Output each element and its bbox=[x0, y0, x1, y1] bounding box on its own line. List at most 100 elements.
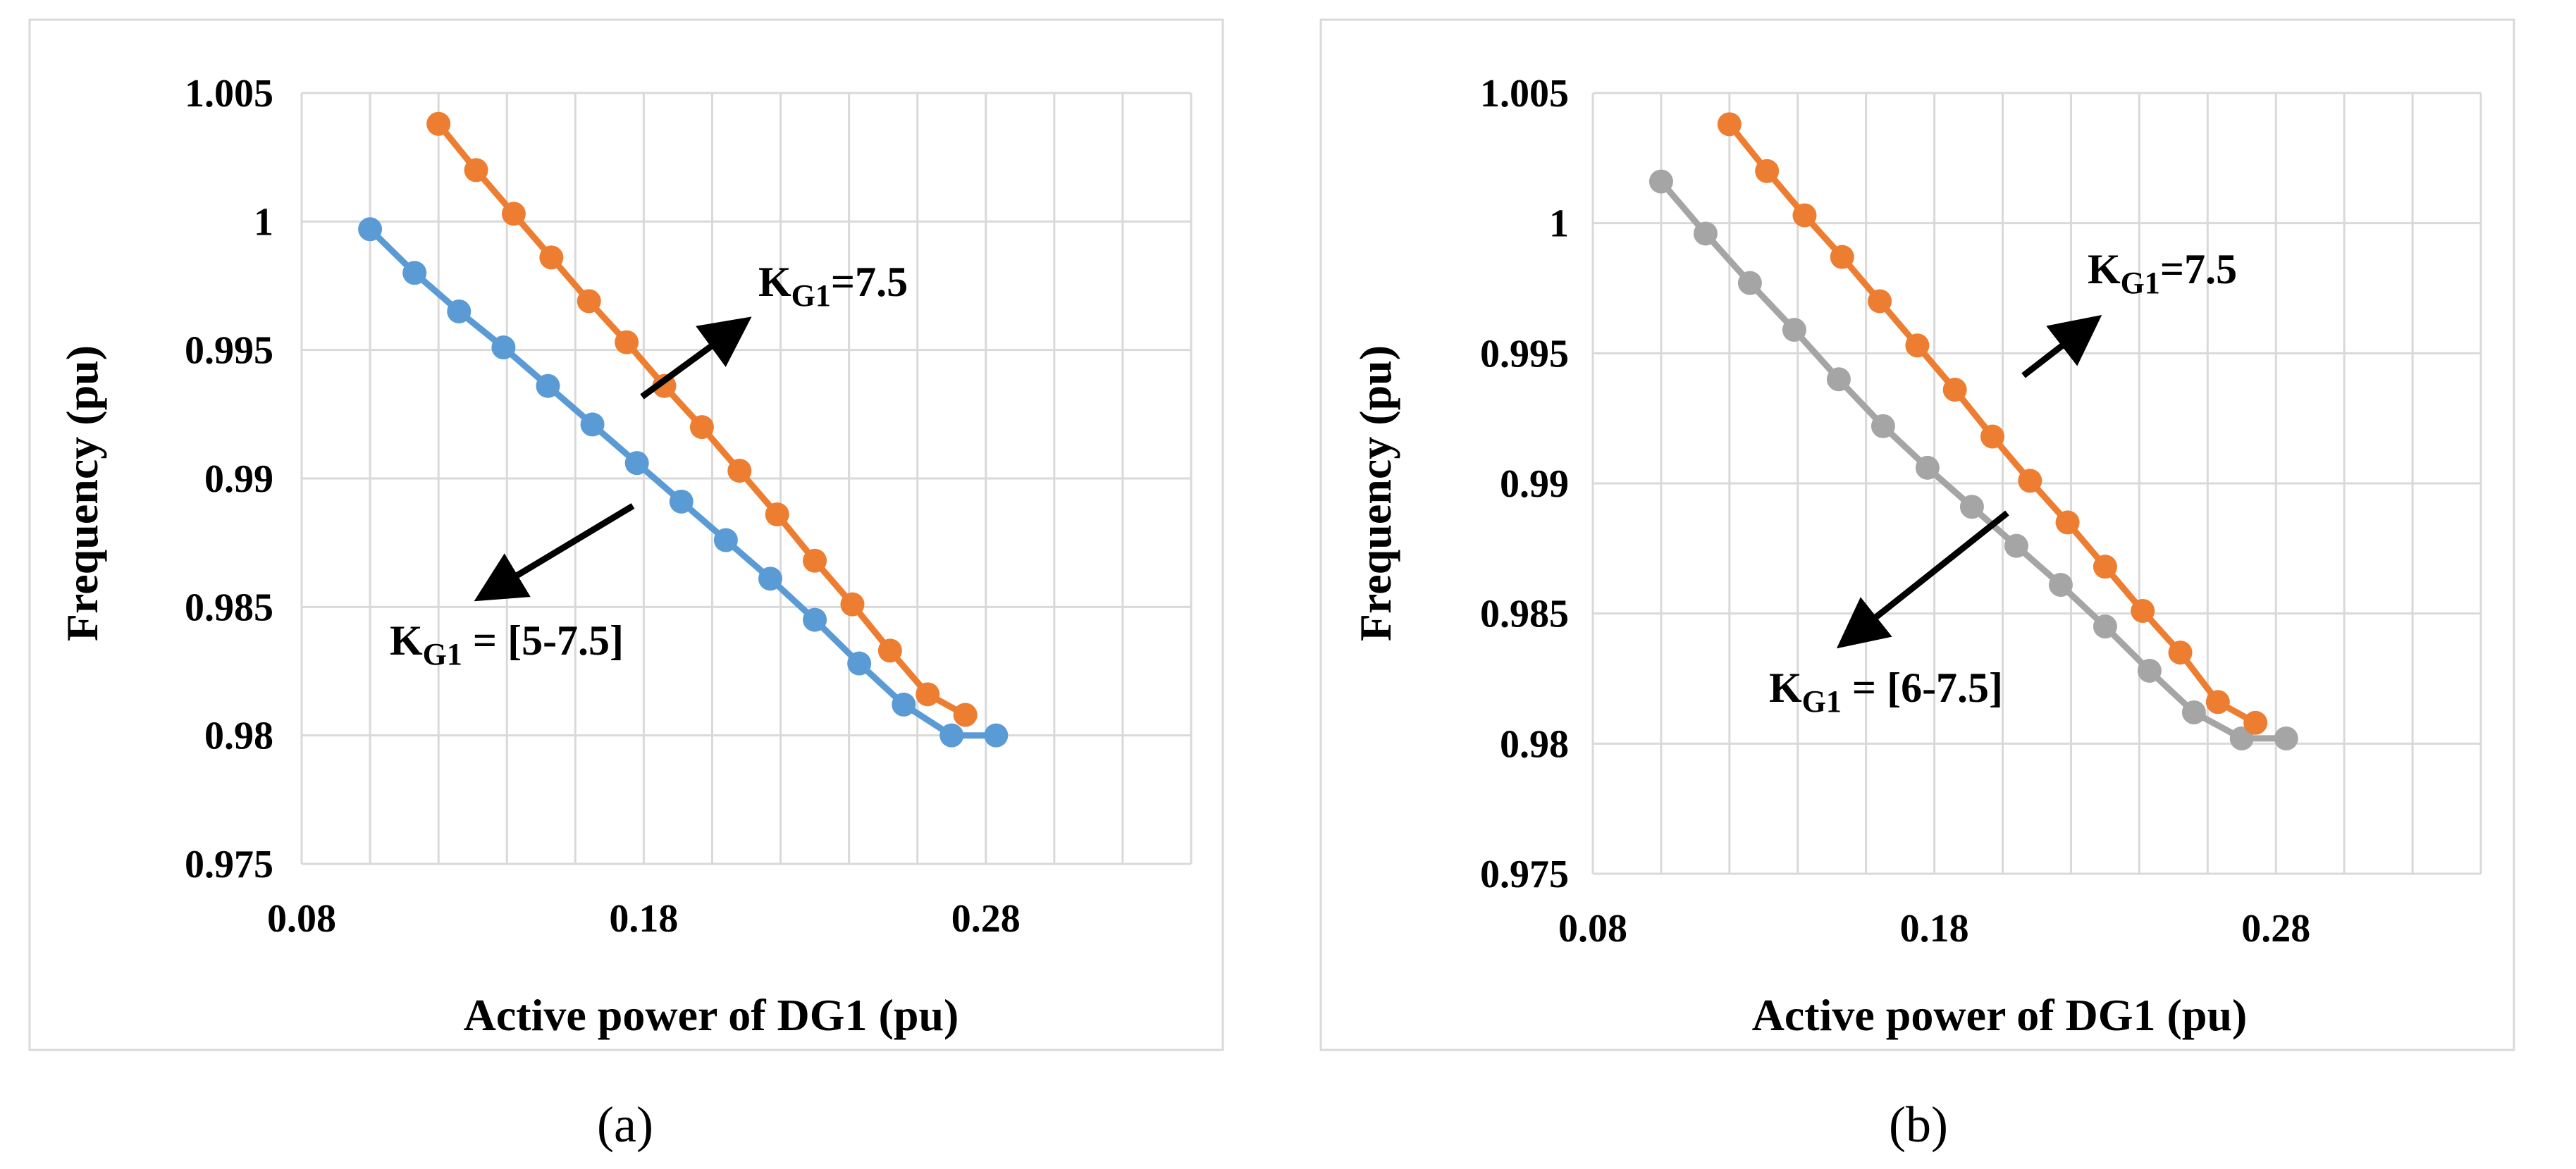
y-tick-label: 0.98 bbox=[204, 715, 273, 758]
series-2-point bbox=[2243, 710, 2268, 735]
series-2-point bbox=[1755, 159, 1780, 183]
y-tick-label: 1.005 bbox=[185, 72, 273, 116]
annotation-arrow-a-lower bbox=[474, 503, 635, 602]
series-1-point bbox=[758, 567, 782, 591]
series-2-point bbox=[689, 415, 714, 440]
series-2-point bbox=[1792, 203, 1817, 228]
y-tick-label: 1 bbox=[1549, 202, 1569, 246]
x-tick-label: 0.18 bbox=[1900, 907, 1969, 951]
x-tick-label: 0.28 bbox=[951, 897, 1021, 941]
series-2-point bbox=[916, 682, 940, 707]
series-1-point bbox=[1782, 318, 1806, 342]
series-1-point bbox=[2137, 658, 2162, 683]
series-2-point bbox=[840, 592, 865, 617]
series-1-point bbox=[984, 723, 1009, 748]
chart-frame-a bbox=[28, 18, 1224, 1051]
y-tick-label: 0.995 bbox=[1480, 332, 1569, 376]
series-1-point bbox=[580, 412, 605, 437]
x-tick-label: 0.08 bbox=[267, 897, 336, 941]
series-2-point bbox=[615, 330, 639, 354]
y-tick-label: 0.985 bbox=[1480, 593, 1569, 636]
series-1-point bbox=[491, 335, 516, 360]
annotation-arrow-b-lower bbox=[1836, 510, 2009, 649]
y-tick-label: 1 bbox=[254, 200, 273, 244]
y-ticks-a: 0.975 0.98 0.985 0.99 0.995 1 1.005 bbox=[185, 72, 273, 886]
series-2-point bbox=[1980, 424, 2004, 449]
series-points-b bbox=[1648, 112, 2298, 750]
series-points-a bbox=[358, 111, 1009, 748]
y-tick-label: 0.99 bbox=[1500, 462, 1569, 506]
series-1-point bbox=[402, 261, 427, 285]
x-tick-label: 0.28 bbox=[2241, 907, 2310, 951]
series-1-point bbox=[1871, 414, 1895, 438]
series-2-point bbox=[2168, 641, 2193, 665]
y-tick-label: 0.99 bbox=[204, 457, 273, 501]
y-tick-label: 0.995 bbox=[185, 329, 273, 373]
series-2-point bbox=[2093, 555, 2117, 579]
series-2-point bbox=[1868, 289, 1892, 314]
series-2-point bbox=[501, 202, 526, 226]
series-1-point bbox=[2274, 726, 2298, 750]
series-1-point bbox=[2093, 614, 2117, 639]
y-tick-label: 0.975 bbox=[1480, 853, 1569, 896]
gridlines-b bbox=[1591, 92, 2482, 875]
series-2-point bbox=[727, 459, 752, 483]
series-2-point bbox=[2205, 690, 2230, 715]
series-1-point bbox=[536, 373, 560, 398]
series-1-point bbox=[847, 651, 872, 676]
series-2-point bbox=[426, 111, 451, 136]
annotation-label-a-upper: KG1=7.5 bbox=[758, 259, 908, 313]
series-2-point bbox=[539, 245, 564, 270]
series-2-point bbox=[1905, 333, 1930, 358]
series-1-point bbox=[1826, 367, 1851, 392]
x-axis-title-b: Active power of DG1 (pu) bbox=[1752, 990, 2248, 1040]
series-1-point bbox=[2181, 700, 2206, 725]
series-2-point bbox=[577, 289, 601, 314]
series-2-point bbox=[953, 703, 978, 727]
x-tick-label: 0.18 bbox=[609, 897, 678, 941]
annotation-label-a-lower: KG1 = [5-7.5] bbox=[390, 617, 624, 672]
y-tick-label: 0.98 bbox=[1500, 722, 1569, 766]
caption-b: (b) bbox=[1889, 1096, 1948, 1153]
series-1-point bbox=[624, 451, 649, 476]
series-2-point bbox=[1717, 112, 1742, 137]
series-2-point bbox=[803, 548, 827, 573]
x-tick-label: 0.08 bbox=[1558, 907, 1627, 951]
series-1-point bbox=[803, 607, 827, 632]
annotation-label-b-upper: KG1=7.5 bbox=[2088, 246, 2237, 300]
series-1-point bbox=[1648, 169, 1673, 194]
y-axis-title-a: Frequency (pu) bbox=[57, 345, 107, 641]
series-1-point bbox=[669, 489, 694, 514]
y-ticks-b: 0.975 0.98 0.985 0.99 0.995 1 1.005 bbox=[1480, 72, 1569, 896]
series-1-point bbox=[2048, 573, 2073, 598]
y-tick-label: 0.985 bbox=[185, 586, 273, 629]
annotation-arrow-a-upper bbox=[640, 316, 752, 400]
series-2-point bbox=[765, 502, 789, 527]
x-axis-title-a: Active power of DG1 (pu) bbox=[464, 990, 959, 1040]
series-1-point bbox=[2004, 533, 2028, 558]
chart-frame-b bbox=[1319, 18, 2515, 1051]
annotation-arrow-b-upper bbox=[2021, 314, 2102, 378]
series-2-point bbox=[1942, 378, 1967, 402]
series-2-point bbox=[2131, 598, 2155, 623]
y-tick-label: 1.005 bbox=[1480, 72, 1569, 116]
series-1-point bbox=[939, 723, 964, 748]
x-ticks-a: 0.08 0.18 0.28 bbox=[267, 897, 1021, 941]
series-1-point bbox=[358, 217, 383, 242]
series-2-point bbox=[877, 638, 902, 663]
series-1-point bbox=[1915, 455, 1940, 480]
x-ticks-b: 0.08 0.18 0.28 bbox=[1558, 907, 2310, 951]
series-2-point bbox=[2055, 510, 2080, 535]
series-2-point bbox=[1830, 245, 1854, 269]
series-1-point bbox=[447, 299, 472, 323]
series-1-point bbox=[1959, 495, 1984, 519]
series-1-point bbox=[713, 528, 738, 552]
series-1-point bbox=[892, 692, 916, 717]
y-axis-title-b: Frequency (pu) bbox=[1350, 345, 1400, 641]
series-1-point bbox=[1737, 271, 1762, 295]
series-1-point bbox=[1693, 221, 1718, 246]
y-tick-label: 0.975 bbox=[185, 843, 273, 886]
